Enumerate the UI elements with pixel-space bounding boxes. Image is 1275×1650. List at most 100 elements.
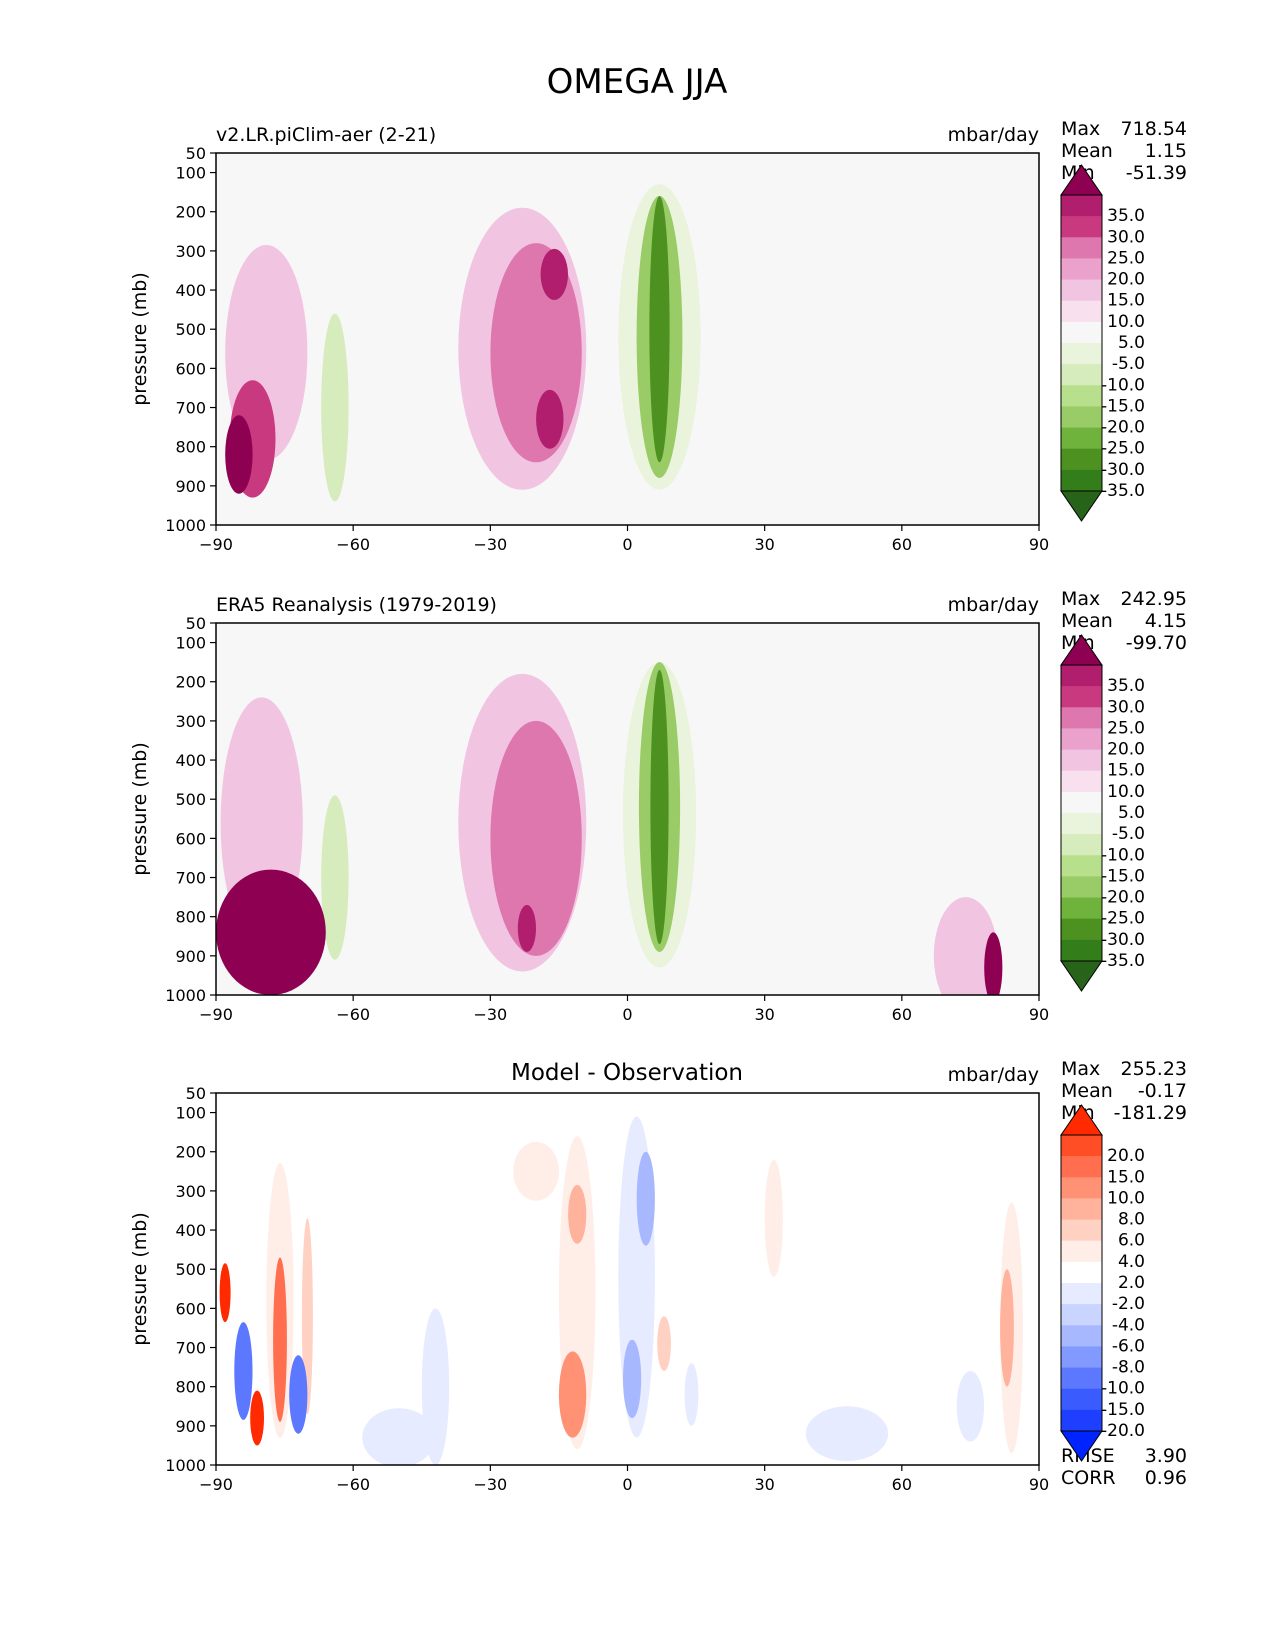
colorbar-label: -15.0 bbox=[1101, 866, 1145, 886]
colorbar-label: -30.0 bbox=[1101, 930, 1145, 950]
colorbar-label: -15.0 bbox=[1101, 396, 1145, 416]
contour-region bbox=[536, 389, 564, 449]
colorbar: 35.030.025.020.015.010.05.0-5.0-10.0-15.… bbox=[1060, 634, 1145, 992]
contour-field bbox=[216, 662, 1003, 995]
x-tick-label: −90 bbox=[199, 1005, 233, 1024]
colorbar-label: 10.0 bbox=[1107, 782, 1145, 802]
colorbar-block bbox=[1061, 855, 1102, 877]
contour-region bbox=[657, 1316, 671, 1371]
colorbar-block bbox=[1061, 1346, 1102, 1368]
contour-region bbox=[764, 1159, 783, 1278]
colorbar-block bbox=[1061, 1198, 1102, 1220]
colorbar-block bbox=[1061, 1325, 1102, 1347]
y-axis-label: pressure (mb) bbox=[129, 272, 151, 406]
colorbar-block bbox=[1061, 707, 1102, 729]
stat-label: Max bbox=[1061, 118, 1100, 140]
colorbar-block bbox=[1061, 1177, 1102, 1199]
y-tick-label: 900 bbox=[175, 477, 206, 496]
colorbar-block bbox=[1061, 1283, 1102, 1305]
colorbar-label: 5.0 bbox=[1118, 803, 1145, 823]
colorbar-label: -30.0 bbox=[1101, 460, 1145, 480]
y-tick-label: 50 bbox=[186, 144, 206, 163]
colorbar-label: -20.0 bbox=[1101, 888, 1145, 908]
colorbar: 35.030.025.020.015.010.05.0-5.0-10.0-15.… bbox=[1060, 164, 1145, 522]
contour-region bbox=[513, 1141, 559, 1201]
colorbar-label: -4.0 bbox=[1112, 1315, 1145, 1335]
stat-value: -51.39 bbox=[1126, 162, 1187, 184]
colorbar-label: 6.0 bbox=[1118, 1231, 1145, 1251]
y-tick-label: 1000 bbox=[165, 516, 206, 535]
colorbar-block bbox=[1061, 1219, 1102, 1242]
x-tick-label: 0 bbox=[622, 535, 632, 554]
panel-model: v2.LR.piClim-aer (2-21) mbar/day pressur… bbox=[129, 118, 1187, 554]
colorbar-label: -20.0 bbox=[1101, 418, 1145, 438]
x-tick-label: −30 bbox=[473, 535, 507, 554]
colorbar-extend-bottom bbox=[1060, 960, 1103, 992]
panel-units: mbar/day bbox=[948, 1064, 1039, 1086]
colorbar-frame bbox=[1060, 1134, 1103, 1432]
colorbar-block bbox=[1061, 279, 1102, 302]
colorbar-label: 10.0 bbox=[1107, 1188, 1145, 1208]
colorbar-block bbox=[1061, 321, 1102, 344]
colorbar-label: 30.0 bbox=[1107, 227, 1145, 247]
y-tick-label: 100 bbox=[175, 1104, 206, 1123]
colorbar-label: 15.0 bbox=[1107, 1167, 1145, 1187]
y-tick-label: 1000 bbox=[165, 986, 206, 1005]
contour-region bbox=[684, 1363, 699, 1426]
y-tick-label: 500 bbox=[175, 1260, 206, 1279]
colorbar-label: -6.0 bbox=[1112, 1336, 1145, 1356]
colorbar-block bbox=[1061, 1261, 1102, 1284]
x-tick-label: 0 bbox=[622, 1475, 632, 1494]
stats-block: Max 255.23 Mean -0.17 Min -181.29 bbox=[1061, 1058, 1187, 1124]
y-tick-label: 700 bbox=[175, 869, 206, 888]
colorbar-block bbox=[1061, 216, 1102, 238]
colorbar-label: -25.0 bbox=[1101, 909, 1145, 929]
y-tick-label: 900 bbox=[175, 947, 206, 966]
colorbar-block bbox=[1061, 385, 1102, 407]
contour-region bbox=[984, 932, 1003, 995]
colorbar-label: 30.0 bbox=[1107, 697, 1145, 717]
y-tick-label: 1000 bbox=[165, 1456, 206, 1475]
stat-value: -0.17 bbox=[1138, 1080, 1187, 1102]
y-tick-label: 100 bbox=[175, 634, 206, 653]
y-tick-label: 50 bbox=[186, 614, 206, 633]
contour-region bbox=[636, 1151, 655, 1246]
x-tick-label: −60 bbox=[336, 1475, 370, 1494]
colorbar-block bbox=[1061, 813, 1102, 835]
stats-block: Max 242.95 Mean 4.15 Min -99.70 bbox=[1061, 588, 1187, 654]
colorbar-block bbox=[1061, 237, 1102, 259]
colorbar: 20.015.010.08.06.04.02.0-2.0-4.0-6.0-8.0… bbox=[1060, 1104, 1145, 1462]
x-tick-label: −30 bbox=[473, 1475, 507, 1494]
y-tick-label: 800 bbox=[175, 1378, 206, 1397]
y-tick-label: 700 bbox=[175, 1339, 206, 1358]
x-tick-label: 60 bbox=[892, 535, 912, 554]
stat-label: Mean bbox=[1061, 610, 1113, 632]
contour-field bbox=[219, 1116, 1023, 1465]
colorbar-block bbox=[1061, 448, 1102, 471]
y-tick-label: 300 bbox=[175, 1182, 206, 1201]
contour-region bbox=[897, 305, 925, 510]
x-tick-label: 60 bbox=[892, 1005, 912, 1024]
stat-label: Max bbox=[1061, 588, 1100, 610]
colorbar-block bbox=[1061, 469, 1102, 492]
contour-region bbox=[219, 1263, 231, 1323]
stat-value: 242.95 bbox=[1121, 588, 1187, 610]
contour-region bbox=[623, 1339, 642, 1419]
y-tick-label: 50 bbox=[186, 1084, 206, 1103]
colorbar-label: 35.0 bbox=[1107, 206, 1145, 226]
contour-region bbox=[234, 1322, 253, 1420]
x-axis: −90 −60 −30 0 30 60 90 bbox=[199, 995, 1049, 1024]
colorbar-block bbox=[1061, 834, 1102, 856]
stat-label: Mean bbox=[1061, 1080, 1113, 1102]
contour-region bbox=[216, 869, 326, 995]
y-axis-label: pressure (mb) bbox=[129, 742, 151, 876]
colorbar-block bbox=[1061, 918, 1102, 941]
contour-region bbox=[540, 248, 568, 300]
colorbar-label: -20.0 bbox=[1101, 1421, 1145, 1441]
stat-value: 255.23 bbox=[1121, 1058, 1187, 1080]
x-tick-label: 60 bbox=[892, 1475, 912, 1494]
colorbar-extend-bottom bbox=[1060, 490, 1103, 522]
stat-value: 0.96 bbox=[1145, 1467, 1187, 1489]
y-tick-label: 500 bbox=[175, 790, 206, 809]
y-tick-label: 600 bbox=[175, 829, 206, 848]
